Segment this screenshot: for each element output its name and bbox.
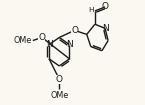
Text: O: O (38, 33, 46, 42)
Text: OMe: OMe (50, 91, 68, 100)
Text: N: N (66, 40, 73, 49)
Text: N: N (102, 24, 108, 33)
Text: H: H (89, 7, 94, 13)
Text: O: O (102, 2, 109, 11)
Text: O: O (71, 26, 78, 35)
Text: N: N (46, 40, 52, 49)
Text: OMe: OMe (13, 36, 32, 45)
Text: O: O (56, 75, 63, 84)
